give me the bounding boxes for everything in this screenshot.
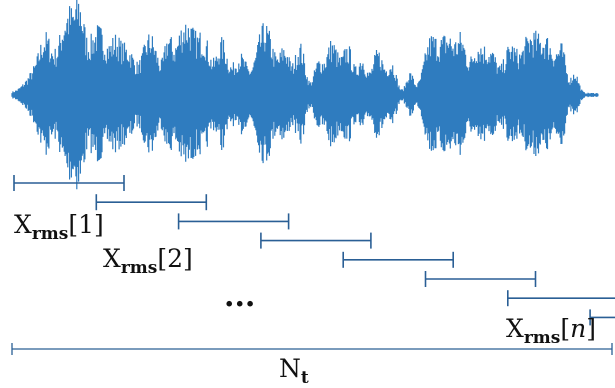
waveform-path [11,0,599,190]
window-bar [260,232,372,249]
label-xrms-n: Xrms[n] [506,314,596,348]
window-bar [589,309,615,326]
total-length-bar [11,343,613,355]
window-bar [342,251,455,268]
window-bar [13,175,125,191]
window-bar [95,194,208,211]
ellipsis: ... [224,279,256,314]
label-xrms-1: Xrms[1] [14,210,104,244]
window-bar [177,213,290,230]
label-xrms-2: Xrms[2] [103,244,193,278]
label-total-length: Nt [279,354,309,388]
window-bar [424,271,537,287]
window-bar [506,290,615,307]
